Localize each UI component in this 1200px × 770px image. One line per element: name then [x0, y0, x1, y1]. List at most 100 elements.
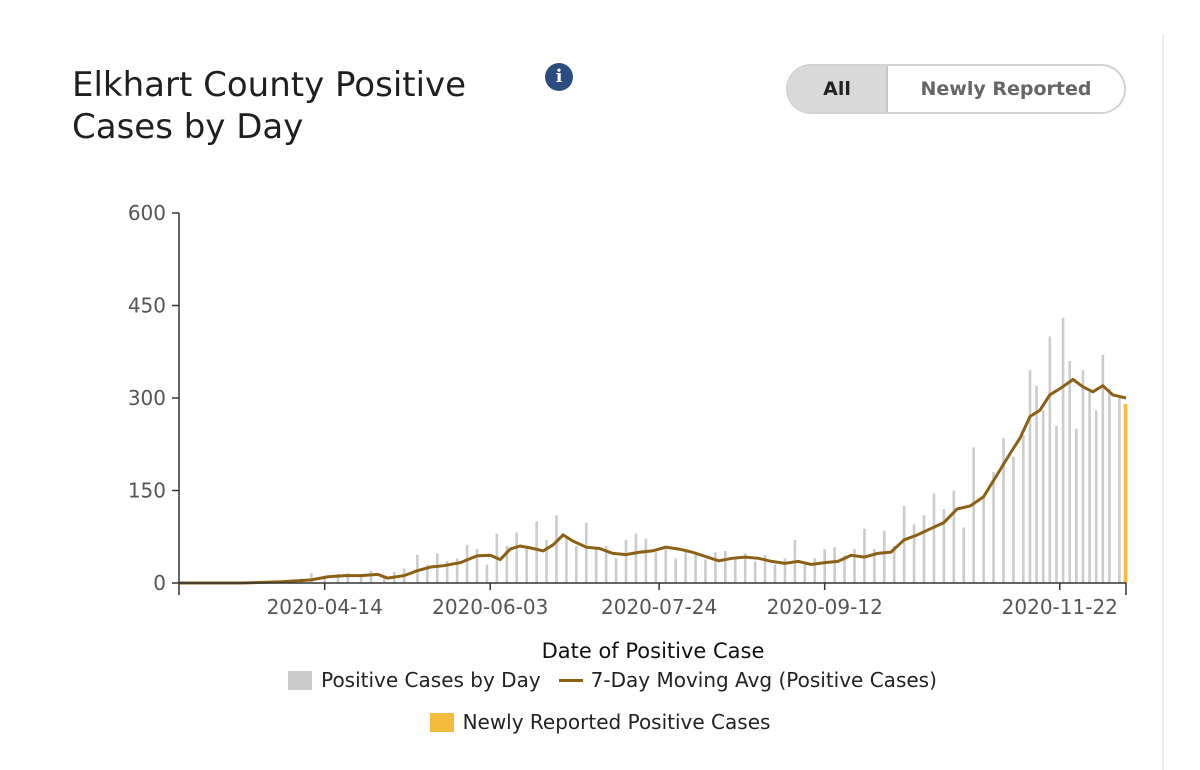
- bar: [435, 553, 439, 583]
- bar: [445, 560, 449, 583]
- legend-swatch-line: [558, 678, 583, 682]
- legend-item-newly-reported[interactable]: Newly Reported Positive Cases: [429, 710, 771, 734]
- bar: [416, 554, 419, 583]
- x-tick-label: 2020-06-03: [432, 595, 548, 619]
- bar: [426, 564, 429, 583]
- bar: [733, 558, 737, 583]
- bar: [1035, 385, 1038, 583]
- x-tick-label: 2020-04-14: [267, 595, 383, 619]
- legend-swatch-newly-reported: [429, 712, 454, 732]
- bar: [942, 509, 946, 583]
- bar: [972, 447, 975, 583]
- bar: [1048, 336, 1052, 583]
- legend-row-1: Positive Cases by Day 7-Day Moving Avg (…: [0, 667, 1200, 693]
- bar: [724, 550, 727, 583]
- legend-label: Newly Reported Positive Cases: [462, 710, 771, 734]
- bar: [714, 552, 717, 583]
- bar: [962, 527, 966, 583]
- bar: [1055, 425, 1058, 583]
- y-tick-label: 300: [128, 386, 166, 410]
- bar: [922, 515, 926, 583]
- bar: [1012, 456, 1015, 583]
- bar: [1101, 354, 1105, 583]
- newly-reported-bar: [1123, 404, 1128, 583]
- bar: [1041, 410, 1045, 583]
- x-axis: 2020-04-14 2020-06-03 2020-07-24 2020-09-12…: [178, 582, 1127, 619]
- moving-average-line: [179, 377, 1127, 585]
- bar: [382, 576, 386, 583]
- bar: [525, 548, 528, 583]
- bar: [455, 558, 459, 583]
- bar: [485, 564, 489, 583]
- bar: [873, 549, 876, 583]
- bar: [1068, 361, 1072, 583]
- legend-label: Positive Cases by Day: [321, 668, 541, 692]
- bar: [684, 550, 687, 583]
- bar: [912, 524, 916, 583]
- legend-swatch-bars: [288, 670, 313, 690]
- x-tick-label: 2020-11-22: [1002, 595, 1118, 619]
- bar: [545, 539, 548, 583]
- x-tick-label: 2020-07-24: [601, 595, 717, 619]
- bar: [694, 555, 697, 583]
- y-tick-label: 150: [128, 479, 166, 503]
- bar: [369, 570, 373, 583]
- bar: [823, 549, 826, 583]
- bar: [982, 496, 985, 583]
- bar: [1002, 438, 1005, 583]
- bar: [1108, 388, 1111, 583]
- bar: [932, 493, 936, 583]
- panel-divider: [1162, 34, 1164, 770]
- bar: [1061, 317, 1065, 583]
- bar: [952, 490, 956, 583]
- y-tick-label: 600: [128, 201, 166, 225]
- bar: [336, 573, 340, 583]
- bar: [674, 558, 677, 583]
- toggle-all-button[interactable]: All: [788, 66, 888, 112]
- y-tick-label: 0: [153, 571, 166, 595]
- y-axis: 0 150 300 450 600: [128, 201, 180, 595]
- y-tick-label: 450: [128, 294, 166, 318]
- legend-row-2: Newly Reported Positive Cases: [0, 709, 1200, 735]
- bar: [803, 564, 807, 583]
- bar: [505, 546, 509, 583]
- bar: [1118, 398, 1121, 583]
- bar: [604, 546, 608, 583]
- bar: [773, 564, 777, 583]
- bar: [704, 559, 707, 583]
- newly-reported-layer: [1123, 404, 1128, 583]
- x-tick-label: 2020-09-12: [767, 595, 883, 619]
- legend-item-positive-cases[interactable]: Positive Cases by Day: [288, 668, 541, 692]
- legend-item-moving-average[interactable]: 7-Day Moving Avg (Positive Cases): [558, 668, 937, 692]
- info-icon[interactable]: i: [545, 63, 573, 91]
- bar: [753, 561, 757, 583]
- bar: [664, 549, 668, 583]
- bar: [882, 530, 886, 583]
- bar: [634, 533, 638, 583]
- bar: [575, 546, 578, 583]
- bar: [584, 522, 588, 583]
- view-toggle: All Newly Reported: [786, 64, 1126, 114]
- bar: [475, 549, 479, 583]
- bar: [1088, 391, 1091, 583]
- bars-layer: [224, 317, 1128, 583]
- bar: [644, 538, 648, 583]
- x-axis-title: Date of Positive Case: [542, 639, 765, 660]
- bar: [1075, 428, 1078, 583]
- bar: [515, 532, 519, 583]
- chart-title: Elkhart County Positive Cases by Day: [72, 65, 467, 147]
- bar: [594, 549, 598, 583]
- bar: [992, 472, 995, 583]
- bar: [743, 553, 747, 583]
- bar: [359, 575, 363, 583]
- bar: [763, 555, 767, 583]
- legend-label: 7-Day Moving Avg (Positive Cases): [590, 668, 937, 692]
- bar: [1028, 370, 1032, 583]
- bar: [565, 536, 568, 583]
- toggle-newly-reported-button[interactable]: Newly Reported: [888, 66, 1124, 112]
- bar: [535, 521, 538, 583]
- bar: [902, 505, 906, 583]
- bar: [1081, 370, 1085, 583]
- bar: [323, 575, 326, 583]
